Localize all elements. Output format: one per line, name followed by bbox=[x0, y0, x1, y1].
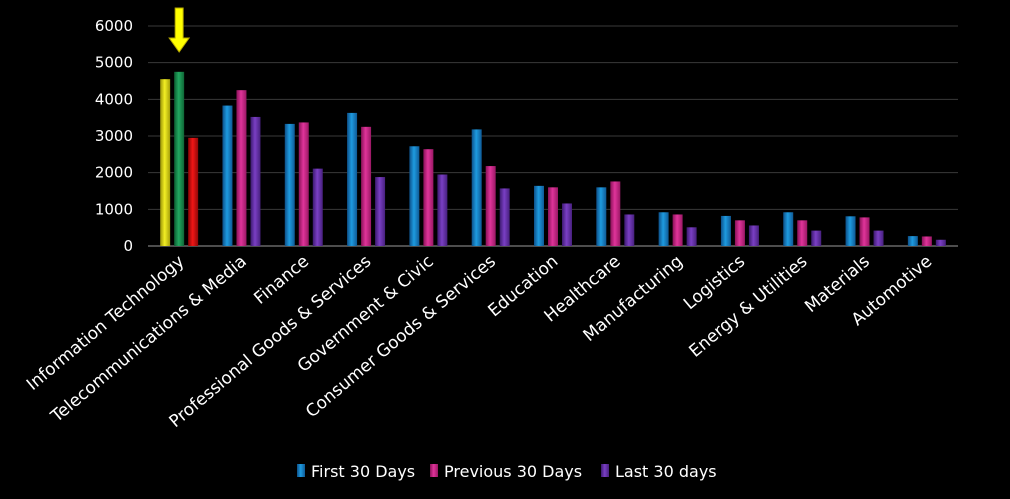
bar bbox=[720, 215, 731, 246]
highlight-arrow bbox=[168, 7, 191, 53]
legend: First 30 Days Previous 30 Days Last 30 day… bbox=[297, 462, 717, 481]
bar bbox=[596, 187, 607, 246]
y-tick-label: 0 bbox=[123, 237, 133, 255]
bar bbox=[250, 116, 261, 246]
bar bbox=[624, 214, 635, 246]
bar bbox=[672, 214, 683, 246]
y-tick-label: 6000 bbox=[95, 17, 133, 35]
bars bbox=[160, 71, 946, 247]
legend-swatch bbox=[601, 464, 609, 477]
y-tick-label: 2000 bbox=[95, 164, 133, 182]
bar bbox=[845, 216, 856, 246]
arrow-down-icon bbox=[168, 7, 191, 53]
bar bbox=[686, 227, 697, 246]
y-tick-label: 3000 bbox=[95, 127, 133, 145]
legend-label: Previous 30 Days bbox=[444, 462, 582, 481]
bar bbox=[471, 129, 482, 246]
bar bbox=[174, 71, 185, 246]
legend-swatch bbox=[430, 464, 438, 477]
bar bbox=[188, 137, 199, 246]
legend-swatch bbox=[297, 464, 305, 477]
bar bbox=[748, 225, 759, 246]
bar bbox=[859, 217, 870, 246]
y-axis-ticks: 0 1000 2000 3000 4000 5000 6000 bbox=[95, 17, 133, 255]
bar bbox=[610, 181, 621, 246]
bar bbox=[284, 123, 295, 246]
bar bbox=[222, 105, 233, 246]
bar bbox=[375, 177, 386, 246]
y-tick-label: 1000 bbox=[95, 200, 133, 218]
bar bbox=[935, 239, 946, 246]
bar bbox=[347, 112, 358, 247]
legend-label: First 30 Days bbox=[311, 462, 415, 481]
bar bbox=[409, 146, 420, 246]
bar bbox=[562, 203, 572, 246]
bar bbox=[499, 188, 510, 246]
bar bbox=[437, 174, 448, 246]
bar bbox=[907, 236, 918, 246]
y-tick-label: 5000 bbox=[95, 54, 133, 72]
bar bbox=[658, 212, 669, 246]
bar bbox=[734, 220, 745, 246]
bar bbox=[236, 90, 247, 247]
bar bbox=[423, 149, 434, 246]
bar bbox=[534, 185, 544, 246]
bar bbox=[298, 122, 309, 246]
bar bbox=[361, 126, 372, 246]
bar bbox=[811, 230, 822, 246]
bar bbox=[921, 236, 932, 246]
bar bbox=[873, 230, 884, 246]
bar bbox=[160, 79, 171, 247]
legend-label: Last 30 days bbox=[615, 462, 717, 481]
y-tick-label: 4000 bbox=[95, 90, 133, 108]
bar bbox=[797, 220, 808, 246]
bar bbox=[312, 168, 323, 246]
bar bbox=[485, 166, 496, 246]
bar bbox=[548, 187, 558, 246]
bar bbox=[783, 212, 794, 246]
grid bbox=[148, 25, 958, 247]
x-axis-categories: Information TechnologyTelecommunications… bbox=[23, 251, 936, 432]
x-category-label: Energy & Utilities bbox=[686, 251, 812, 361]
